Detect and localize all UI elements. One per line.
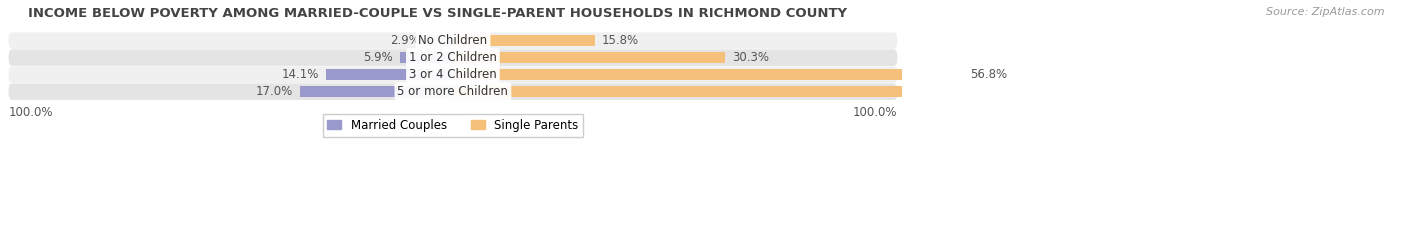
Text: 100.0%: 100.0% xyxy=(8,106,53,119)
Bar xyxy=(453,52,725,63)
FancyBboxPatch shape xyxy=(8,49,897,66)
Bar xyxy=(326,69,453,80)
FancyBboxPatch shape xyxy=(8,66,897,83)
Text: 14.1%: 14.1% xyxy=(281,68,319,81)
Text: 30.3%: 30.3% xyxy=(733,51,769,64)
Text: No Children: No Children xyxy=(419,34,488,47)
Bar xyxy=(399,52,453,63)
FancyBboxPatch shape xyxy=(8,83,897,100)
Legend: Married Couples, Single Parents: Married Couples, Single Parents xyxy=(322,114,583,137)
Text: 5.9%: 5.9% xyxy=(363,51,392,64)
Text: 2.9%: 2.9% xyxy=(389,34,420,47)
Text: 17.0%: 17.0% xyxy=(256,85,294,98)
Text: 5 or more Children: 5 or more Children xyxy=(398,85,509,98)
Text: 3 or 4 Children: 3 or 4 Children xyxy=(409,68,496,81)
FancyBboxPatch shape xyxy=(8,32,897,49)
Text: 1 or 2 Children: 1 or 2 Children xyxy=(409,51,496,64)
Bar xyxy=(301,86,453,97)
Text: INCOME BELOW POVERTY AMONG MARRIED-COUPLE VS SINGLE-PARENT HOUSEHOLDS IN RICHMON: INCOME BELOW POVERTY AMONG MARRIED-COUPL… xyxy=(28,7,848,20)
Text: 100.0%: 100.0% xyxy=(852,106,897,119)
Bar xyxy=(453,35,595,46)
Text: Source: ZipAtlas.com: Source: ZipAtlas.com xyxy=(1267,7,1385,17)
Text: 56.8%: 56.8% xyxy=(970,68,1007,81)
Bar xyxy=(427,35,453,46)
Bar xyxy=(453,69,963,80)
Text: 15.8%: 15.8% xyxy=(602,34,640,47)
Text: 96.7%: 96.7% xyxy=(1277,85,1313,98)
Bar xyxy=(453,86,1320,97)
